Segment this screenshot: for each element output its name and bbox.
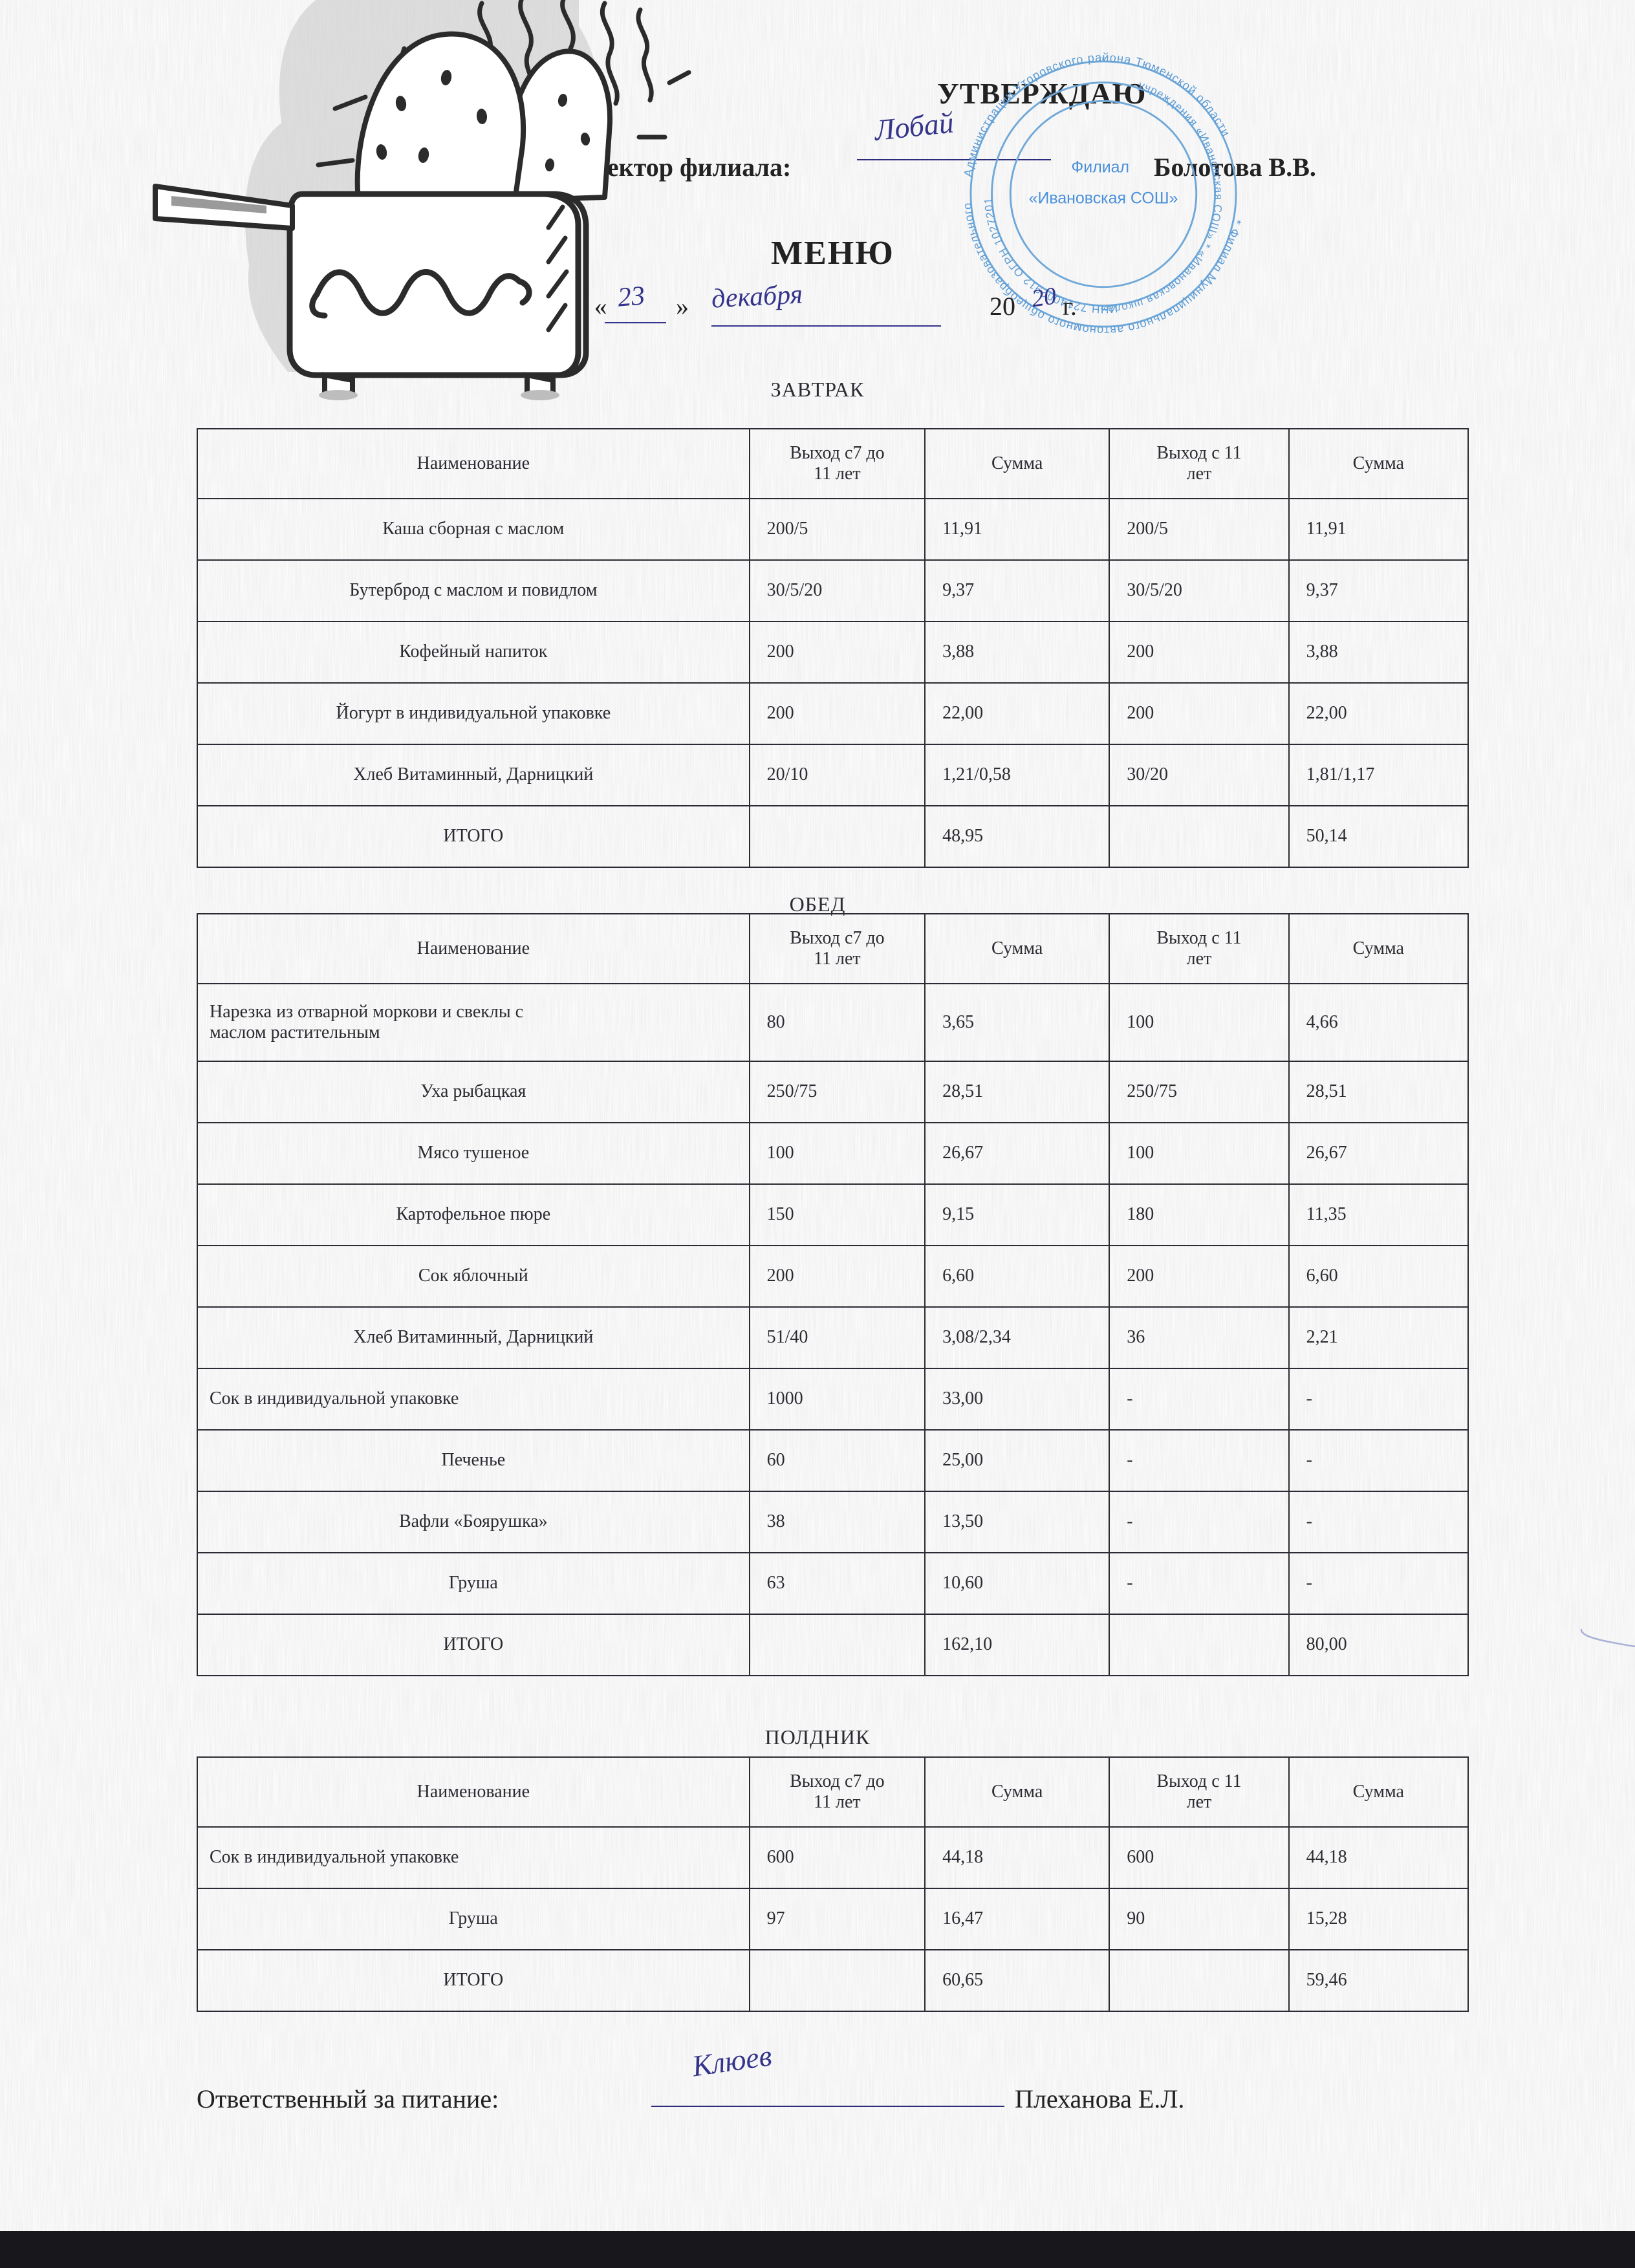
svg-text:Филиал: Филиал	[1071, 158, 1129, 176]
svg-text:ИНН 7214002912 ОГРН 1027201465: ИНН 7214002912 ОГРН 1027201465741 * ИСТ	[955, 45, 1118, 316]
svg-text:«Ивановская СОШ»: «Ивановская СОШ»	[1029, 189, 1178, 207]
svg-text:*: *	[1101, 54, 1106, 67]
